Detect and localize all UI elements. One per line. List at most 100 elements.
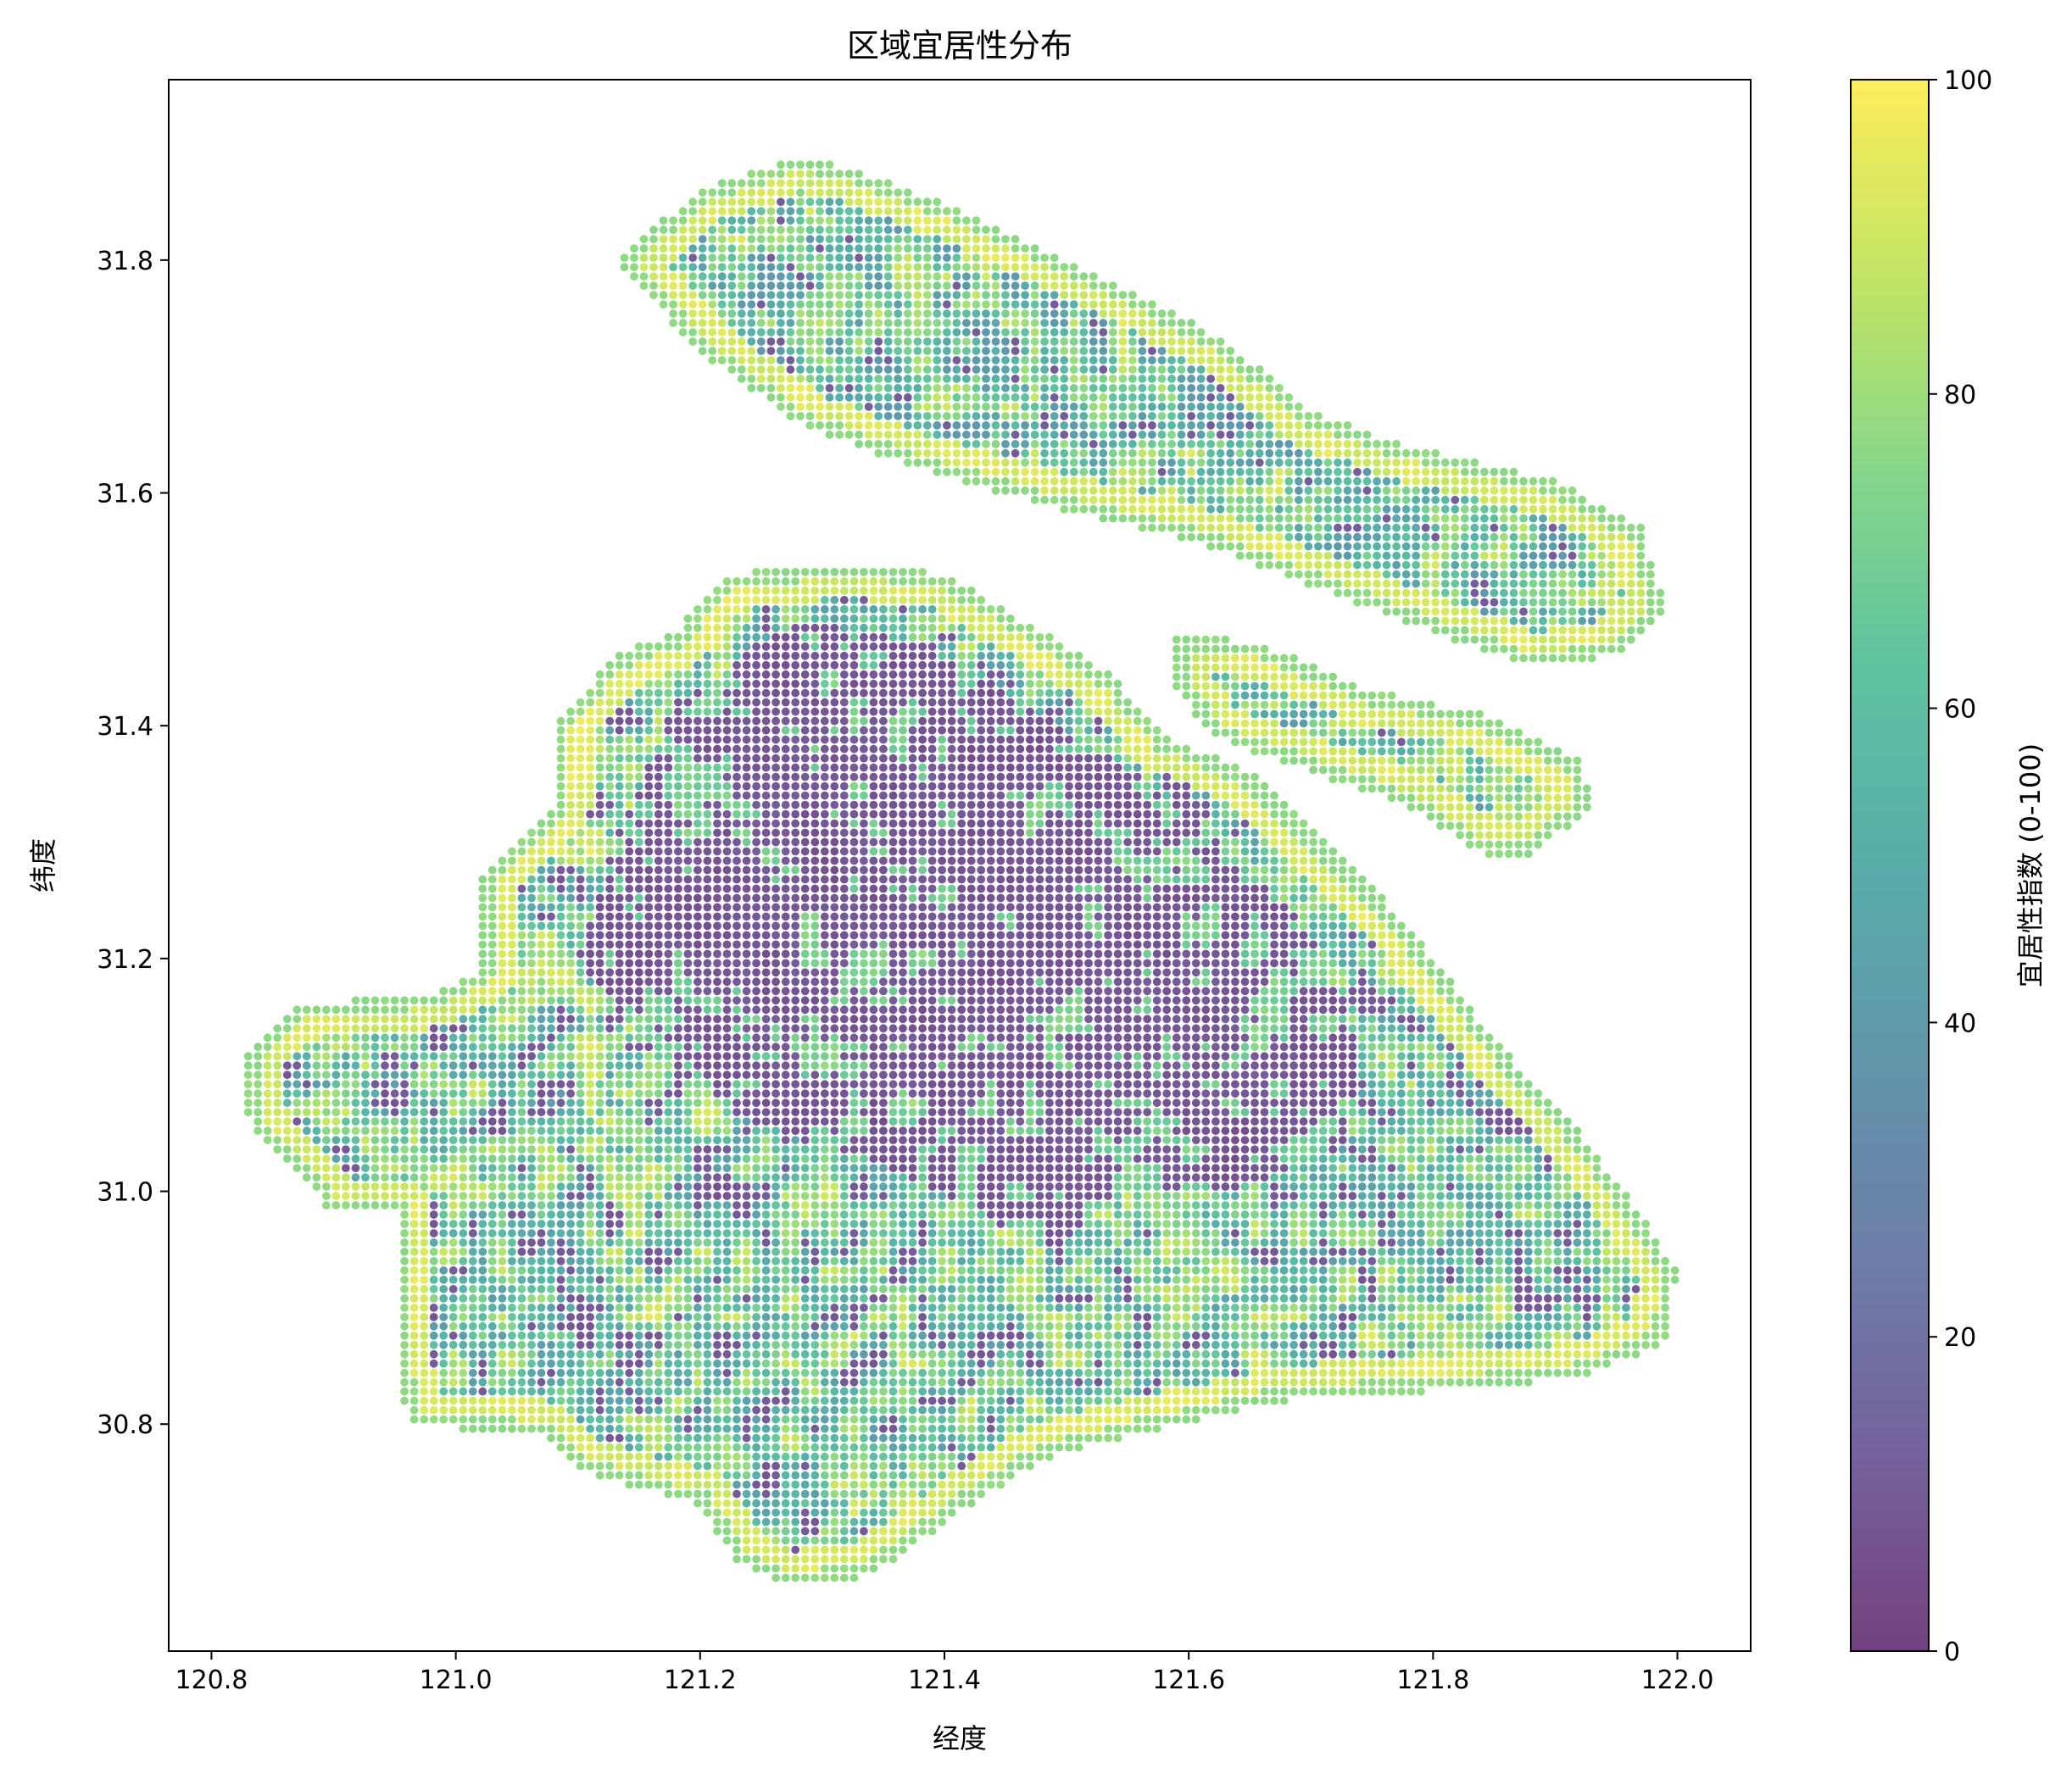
scatter-point <box>1026 1182 1034 1191</box>
scatter-point <box>1231 1276 1239 1284</box>
scatter-point <box>448 1377 458 1387</box>
scatter-point <box>625 1405 634 1415</box>
scatter-point <box>439 1377 448 1387</box>
scatter-point <box>683 1266 693 1275</box>
scatter-point <box>1123 1294 1132 1303</box>
scatter-point <box>1123 1117 1132 1126</box>
scatter-point <box>1602 1313 1611 1321</box>
scatter-point <box>351 1098 360 1108</box>
scatter-point <box>302 1145 311 1154</box>
scatter-point <box>1387 1173 1396 1182</box>
scatter-point <box>1133 1294 1142 1303</box>
scatter-point <box>1026 1285 1034 1293</box>
scatter-point <box>1318 1321 1328 1331</box>
scatter-point <box>1348 1368 1357 1377</box>
scatter-point <box>752 1554 760 1564</box>
scatter-point <box>1005 1405 1015 1415</box>
scatter-point <box>810 1108 820 1116</box>
scatter-point <box>713 1154 721 1163</box>
scatter-point <box>1465 1377 1474 1387</box>
scatter-point <box>927 1517 937 1527</box>
scatter-point <box>1387 1220 1396 1228</box>
scatter-point <box>1211 1276 1220 1284</box>
scatter-point <box>1514 1313 1523 1321</box>
scatter-point <box>1553 1220 1562 1228</box>
scatter-point <box>927 1489 937 1499</box>
scatter-point <box>674 1340 682 1349</box>
scatter-point <box>459 1257 468 1265</box>
scatter-point <box>781 1210 790 1219</box>
scatter-point <box>1026 1443 1034 1452</box>
scatter-point <box>1084 1136 1093 1144</box>
scatter-point <box>732 1136 741 1144</box>
scatter-point <box>625 1192 634 1200</box>
scatter-point <box>1583 1248 1591 1256</box>
scatter-point <box>429 1368 438 1377</box>
scatter-point <box>1005 1415 1015 1424</box>
scatter-point <box>761 1108 771 1116</box>
scatter-point <box>752 1527 760 1536</box>
scatter-point <box>1172 1294 1181 1303</box>
scatter-point <box>1348 1285 1357 1293</box>
scatter-point <box>1133 1154 1142 1163</box>
scatter-point <box>1260 1108 1269 1116</box>
scatter-point <box>674 1192 682 1200</box>
scatter-point <box>487 1266 497 1275</box>
scatter-point <box>899 1210 907 1219</box>
scatter-point <box>1035 1433 1044 1443</box>
scatter-point <box>409 1285 419 1293</box>
scatter-point <box>1221 1368 1230 1377</box>
scatter-point <box>1328 1304 1338 1312</box>
scatter-point <box>381 1117 389 1126</box>
scatter-point <box>1406 1331 1416 1340</box>
scatter-point <box>1543 1117 1552 1126</box>
scatter-point <box>1612 1313 1621 1321</box>
scatter-point <box>586 1321 594 1331</box>
scatter-point <box>752 1564 760 1573</box>
scatter-point <box>566 1164 575 1172</box>
scatter-point <box>1406 1321 1416 1331</box>
scatter-point <box>927 1210 937 1219</box>
scatter-point <box>1318 1098 1328 1108</box>
scatter-point <box>800 1433 810 1443</box>
scatter-point <box>722 1201 732 1210</box>
scatter-point <box>1260 1377 1269 1387</box>
scatter-point <box>791 1349 800 1359</box>
scatter-point <box>331 1154 341 1163</box>
scatter-point <box>1143 1220 1152 1228</box>
scatter-point <box>1397 1340 1406 1349</box>
scatter-point <box>1426 1164 1435 1172</box>
scatter-point <box>459 1313 468 1321</box>
scatter-point <box>537 1276 546 1284</box>
scatter-point <box>927 1340 937 1349</box>
scatter-point <box>742 1238 751 1247</box>
scatter-point <box>899 1192 907 1200</box>
scatter-point <box>820 1285 829 1293</box>
scatter-point <box>947 1359 956 1368</box>
scatter-point <box>1143 1349 1152 1359</box>
scatter-point <box>1113 1433 1122 1443</box>
scatter-point <box>800 1443 810 1452</box>
scatter-point <box>273 1108 282 1116</box>
scatter-point <box>478 1359 487 1368</box>
scatter-point <box>1387 1210 1396 1219</box>
scatter-point <box>791 1098 800 1108</box>
scatter-point <box>761 1508 771 1517</box>
scatter-point <box>800 1136 810 1144</box>
scatter-point <box>615 1433 624 1443</box>
scatter-point <box>1201 1164 1211 1172</box>
scatter-point <box>370 1173 380 1182</box>
scatter-point <box>947 1433 956 1443</box>
scatter-point <box>605 1276 615 1284</box>
scatter-point <box>1387 1098 1396 1108</box>
scatter-point <box>752 1387 760 1396</box>
scatter-point <box>1026 1461 1034 1471</box>
scatter-point <box>1328 1248 1338 1256</box>
scatter-point <box>1318 1182 1328 1191</box>
scatter-point <box>938 1266 946 1275</box>
scatter-point <box>1504 1257 1513 1265</box>
scatter-point <box>1397 1136 1406 1144</box>
scatter-point <box>1514 1304 1523 1312</box>
scatter-point <box>420 1098 429 1108</box>
scatter-point <box>1005 1424 1015 1433</box>
